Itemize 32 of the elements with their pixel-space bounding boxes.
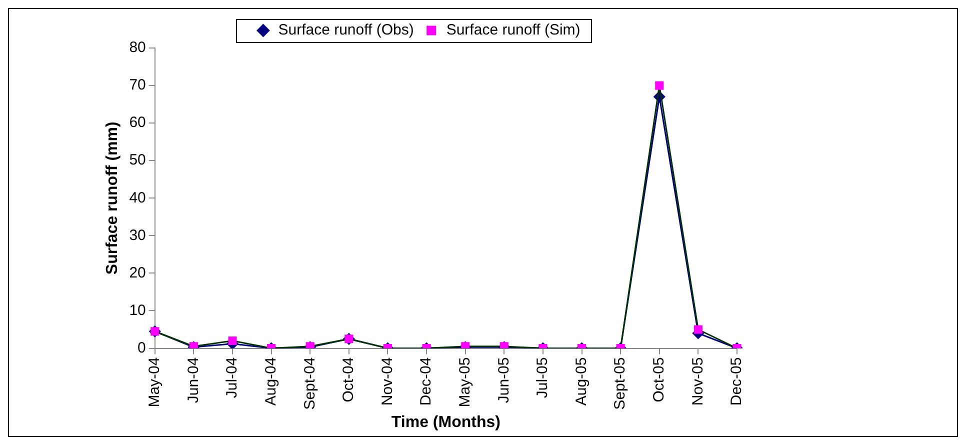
y-tick-label: 60 xyxy=(129,114,146,132)
x-tick-label: Nov-04 xyxy=(378,357,396,406)
y-tick-label: 50 xyxy=(129,152,146,169)
x-tick-label: Nov-05 xyxy=(689,357,706,406)
legend-label: Surface runoff (Sim) xyxy=(446,22,580,39)
y-tick-label: 40 xyxy=(129,189,146,206)
y-tick-label: 70 xyxy=(129,76,146,94)
x-tick-label: Jul-04 xyxy=(224,357,241,398)
x-tick-label: May-05 xyxy=(456,357,474,408)
x-tick-label: Aug-04 xyxy=(262,357,280,406)
y-tick-label: 20 xyxy=(129,264,146,282)
x-tick-label: May-04 xyxy=(146,357,164,408)
x-tick-label: Sept-04 xyxy=(301,357,318,410)
x-tick-label: Jun-05 xyxy=(495,357,512,404)
y-tick-label: 80 xyxy=(129,39,146,56)
x-tick-label: Aug-05 xyxy=(572,357,590,406)
x-tick-label: Dec-04 xyxy=(418,357,435,406)
y-tick-label: 0 xyxy=(138,339,146,356)
x-tick-label: Jun-04 xyxy=(184,357,202,404)
point xyxy=(228,336,237,346)
legend-label: Surface runoff (Obs) xyxy=(278,22,414,39)
point xyxy=(655,81,664,90)
x-tick-label: Dec-05 xyxy=(728,357,746,406)
y-tick-label: 30 xyxy=(129,226,146,244)
x-tick-label: Sept-05 xyxy=(612,357,629,410)
x-tick-label: Oct-04 xyxy=(340,357,358,402)
x-tick-label: Jul-05 xyxy=(534,357,552,398)
point xyxy=(694,325,702,334)
y-tick-label: 10 xyxy=(129,302,146,319)
x-axis-title: Time (Months) xyxy=(391,414,500,431)
x-tick-label: Oct-05 xyxy=(650,357,668,402)
y-axis-title: Surface runoff (mm) xyxy=(104,122,122,275)
